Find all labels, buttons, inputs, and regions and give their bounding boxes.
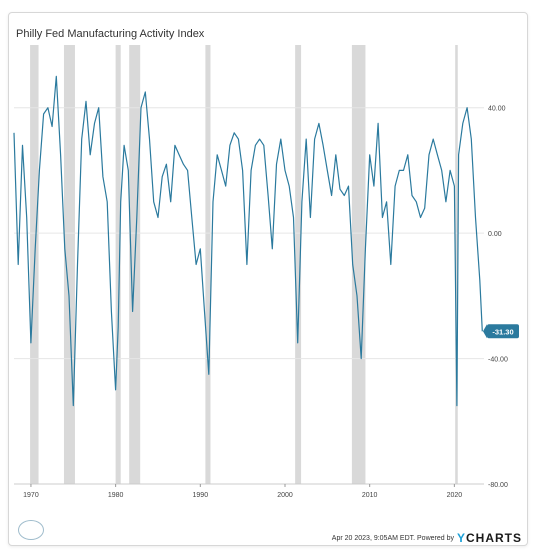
last-value-badge xyxy=(487,324,519,339)
gridlines xyxy=(14,107,484,485)
y-axis-ticks: 40.00 0.00 -40.00 -80.00 xyxy=(488,106,508,489)
series-layer xyxy=(13,75,483,407)
footer-timestamp: Apr 20 2023, 9:05AM EDT. Powered by xyxy=(331,534,454,542)
y-tick-label: -80.00 xyxy=(488,482,508,489)
x-tick-label: 1990 xyxy=(193,492,209,499)
chart-footer: Apr 20 2023, 9:05AM EDT. Powered by YCHA… xyxy=(332,531,522,545)
x-tick-label: 2020 xyxy=(447,492,463,499)
chart-card xyxy=(8,12,528,546)
recession-bands xyxy=(30,45,458,484)
x-tick-label: 2000 xyxy=(277,492,293,499)
recession-band-4 xyxy=(205,45,211,484)
x-tick-label: 2010 xyxy=(362,492,378,499)
x-axis-ticks: 1970 1980 1990 2000 2010 2020 xyxy=(14,483,484,499)
recession-band-2 xyxy=(115,45,121,484)
recession-band-6 xyxy=(351,45,366,484)
y-tick-label: -40.00 xyxy=(488,357,508,364)
last-value-pointer xyxy=(483,324,487,339)
ycharts-watermark-logo xyxy=(18,520,44,540)
ycharts-brand[interactable]: YCHARTS xyxy=(457,531,522,545)
recession-band-5 xyxy=(295,45,302,484)
brand-rest: CHARTS xyxy=(466,531,522,545)
last-value-label: -31.30 xyxy=(492,327,513,336)
y-tick-label: 40.00 xyxy=(488,106,506,113)
y-tick-label: 0.00 xyxy=(488,231,502,238)
recession-band-7 xyxy=(455,45,458,484)
brand-prefix: Y xyxy=(456,531,466,545)
series-line-0 xyxy=(13,75,483,407)
x-tick-label: 1980 xyxy=(108,492,124,499)
recession-band-1 xyxy=(63,45,75,484)
x-tick-label: 1970 xyxy=(23,492,39,499)
chart-title: Philly Fed Manufacturing Activity Index xyxy=(16,28,205,40)
last-value-badge-group: -31.30 xyxy=(483,324,519,339)
